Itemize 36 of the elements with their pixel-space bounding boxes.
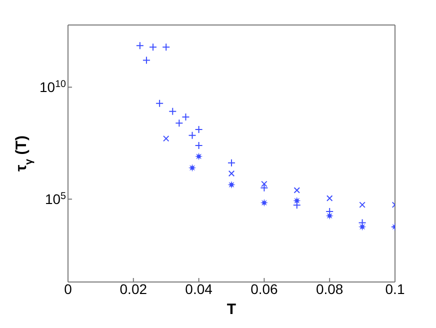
point <box>149 43 158 52</box>
point <box>182 112 190 121</box>
point <box>188 131 196 140</box>
point <box>188 164 196 172</box>
point <box>260 184 268 192</box>
point <box>194 141 203 150</box>
x-tick-label: 0.08 <box>316 281 344 297</box>
point <box>168 107 177 116</box>
point <box>358 223 366 231</box>
point <box>228 170 235 177</box>
x-tick-label: 0 <box>64 281 72 297</box>
y-tick-label: 10$^{5}$ <box>44 190 67 208</box>
point <box>326 212 334 220</box>
x-tick-label: 0.06 <box>250 281 278 297</box>
point <box>326 195 333 202</box>
point <box>162 43 170 52</box>
point <box>260 198 268 207</box>
point <box>136 42 144 50</box>
x-tick-label: 0.02 <box>120 281 148 297</box>
point <box>162 135 170 142</box>
point <box>142 56 150 64</box>
point <box>194 152 203 160</box>
point <box>359 202 366 208</box>
point <box>194 125 203 134</box>
point <box>261 180 268 188</box>
point <box>228 180 236 189</box>
point <box>293 196 301 205</box>
x-tick-label: 0.04 <box>185 281 213 297</box>
point <box>228 158 236 167</box>
point <box>156 99 164 108</box>
point <box>175 119 184 128</box>
point <box>292 201 301 210</box>
point <box>294 187 300 194</box>
y-tick-label: 10$^{10}$ <box>40 78 67 96</box>
x-axis-title: T <box>226 301 236 318</box>
x-tick-label: 0.1 <box>385 281 405 297</box>
